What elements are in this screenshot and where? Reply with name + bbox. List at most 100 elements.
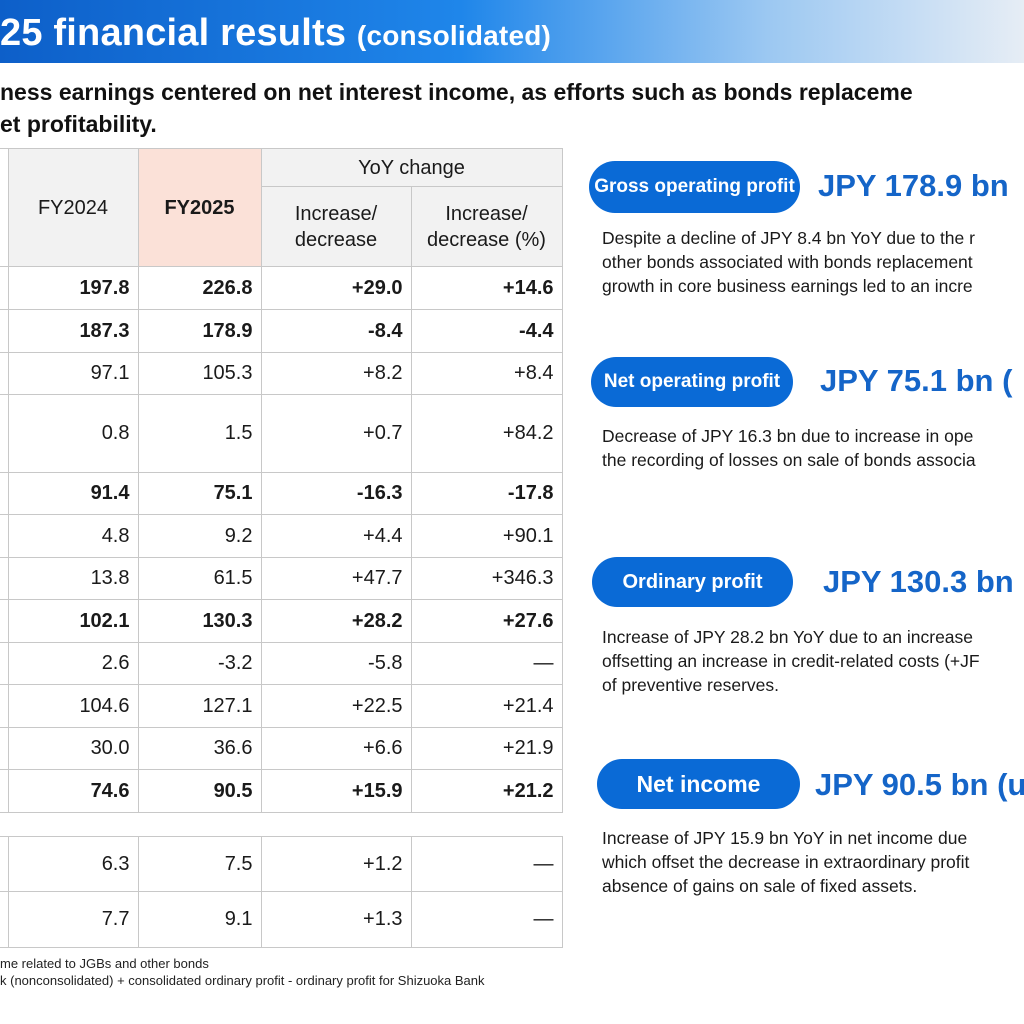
- cell-fy2025: 130.3: [137, 599, 262, 643]
- table-row: 7.7 9.1 +1.3 ―: [0, 891, 563, 948]
- header-increase-decrease-pct: Increase/ decrease (%): [410, 186, 563, 267]
- cell-fy2024: 4.8: [7, 514, 139, 558]
- cell-fy2025: 9.1: [137, 891, 262, 948]
- cell-pct: ―: [410, 642, 563, 685]
- cell-fy2025: 75.1: [137, 472, 262, 515]
- cell-fy2025: 178.9: [137, 309, 262, 353]
- cell-fy2025: 105.3: [137, 352, 262, 395]
- table-row: 0.8 1.5 +0.7 +84.2: [0, 394, 563, 473]
- badge-ordinary-profit: Ordinary profit: [592, 557, 793, 607]
- cell-pct: +21.2: [410, 769, 563, 813]
- table-row: 197.8 226.8 +29.0 +14.6: [0, 266, 563, 310]
- cell-change: -5.8: [260, 642, 412, 685]
- cell-change: +29.0: [260, 266, 412, 310]
- subtitle-line-1: ness earnings centered on net interest i…: [0, 79, 913, 105]
- page-title: 25 financial results (consolidated): [0, 12, 551, 55]
- desc-line: other bonds associated with bonds replac…: [602, 252, 973, 272]
- table-row: 30.0 36.6 +6.6 +21.9: [0, 727, 563, 770]
- cell-pct: -4.4: [410, 309, 563, 353]
- header-fy2025: FY2025: [137, 148, 262, 267]
- cell-fy2024: 74.6: [7, 769, 139, 813]
- table-row: 4.8 9.2 +4.4 +90.1: [0, 514, 563, 558]
- results-table: FY2024 FY2025 YoY change Increase/ decre…: [0, 148, 563, 813]
- badge-net-income: Net income: [597, 759, 800, 809]
- cell-change: +6.6: [260, 727, 412, 770]
- cell-fy2024: 13.8: [7, 557, 139, 600]
- desc-ordinary-profit: Increase of JPY 28.2 bn YoY due to an in…: [602, 625, 1024, 697]
- footnote-2: k (nonconsolidated) + consolidated ordin…: [0, 973, 485, 988]
- value-ordinary-profit: JPY 130.3 bn: [823, 564, 1014, 599]
- page-subtitle: ness earnings centered on net interest i…: [0, 76, 1024, 140]
- supplementary-table: 6.3 7.5 +1.2 ― 7.7 9.1 +1.3 ―: [0, 836, 563, 948]
- cell-fy2025: 36.6: [137, 727, 262, 770]
- table-row: 2.6 -3.2 -5.8 ―: [0, 642, 563, 685]
- header-increase-decrease: Increase/ decrease: [260, 186, 412, 267]
- cell-fy2024: 197.8: [7, 266, 139, 310]
- desc-line: growth in core business earnings led to …: [602, 276, 973, 296]
- desc-line: the recording of losses on sale of bonds…: [602, 450, 976, 470]
- cell-change: -8.4: [260, 309, 412, 353]
- cell-pct: +346.3: [410, 557, 563, 600]
- cell-fy2024: 91.4: [7, 472, 139, 515]
- desc-line: Increase of JPY 15.9 bn YoY in net incom…: [602, 828, 968, 848]
- value-net-income: JPY 90.5 bn (u: [815, 767, 1024, 802]
- cell-fy2024: 30.0: [7, 727, 139, 770]
- desc-line: Decrease of JPY 16.3 bn due to increase …: [602, 426, 974, 446]
- cell-pct: +27.6: [410, 599, 563, 643]
- cell-fy2024: 97.1: [7, 352, 139, 395]
- cell-fy2025: 9.2: [137, 514, 262, 558]
- cell-change: +1.3: [260, 891, 412, 948]
- desc-line: offsetting an increase in credit-related…: [602, 651, 980, 671]
- cell-change: -16.3: [260, 472, 412, 515]
- cell-fy2025: -3.2: [137, 642, 262, 685]
- cell-fy2024: 102.1: [7, 599, 139, 643]
- cell-fy2024: 187.3: [7, 309, 139, 353]
- table-row: 187.3 178.9 -8.4 -4.4: [0, 309, 563, 353]
- cell-pct: ―: [410, 836, 563, 892]
- desc-line: Increase of JPY 28.2 bn YoY due to an in…: [602, 627, 974, 647]
- cell-fy2025: 61.5: [137, 557, 262, 600]
- cell-fy2024: 6.3: [7, 836, 139, 892]
- cell-change: +4.4: [260, 514, 412, 558]
- footnote-1: me related to JGBs and other bonds: [0, 956, 209, 971]
- cell-pct: +14.6: [410, 266, 563, 310]
- badge-gross-operating-profit: Gross operating profit: [589, 161, 800, 213]
- cell-fy2025: 226.8: [137, 266, 262, 310]
- table-row: 13.8 61.5 +47.7 +346.3: [0, 557, 563, 600]
- title-bar: 25 financial results (consolidated): [0, 0, 1024, 63]
- cell-pct: +84.2: [410, 394, 563, 473]
- desc-net-operating-profit: Decrease of JPY 16.3 bn due to increase …: [602, 424, 1024, 472]
- desc-line: absence of gains on sale of fixed assets…: [602, 876, 918, 896]
- cell-fy2025: 90.5: [137, 769, 262, 813]
- cell-change: +1.2: [260, 836, 412, 892]
- cell-change: +28.2: [260, 599, 412, 643]
- header-pct-line-1: Increase/: [445, 202, 528, 225]
- header-fy2024: FY2024: [7, 148, 139, 267]
- cell-pct: +21.4: [410, 684, 563, 728]
- cell-change: +8.2: [260, 352, 412, 395]
- table-row: 97.1 105.3 +8.2 +8.4: [0, 352, 563, 395]
- page-title-main: 25 financial results: [0, 12, 347, 54]
- cell-fy2025: 127.1: [137, 684, 262, 728]
- cell-change: +0.7: [260, 394, 412, 473]
- value-net-operating-profit: JPY 75.1 bn (: [820, 363, 1013, 398]
- cell-pct: +8.4: [410, 352, 563, 395]
- desc-line: Despite a decline of JPY 8.4 bn YoY due …: [602, 228, 975, 248]
- header-pct-line-2: decrease (%): [427, 228, 546, 251]
- cell-pct: +21.9: [410, 727, 563, 770]
- label-header-cell: [0, 148, 9, 267]
- cell-fy2024: 2.6: [7, 642, 139, 685]
- header-inc-line-2: decrease: [294, 228, 378, 251]
- table-row: 102.1 130.3 +28.2 +27.6: [0, 599, 563, 643]
- desc-net-income: Increase of JPY 15.9 bn YoY in net incom…: [602, 826, 1024, 898]
- value-gross-operating-profit: JPY 178.9 bn: [818, 168, 1009, 203]
- cell-change: +15.9: [260, 769, 412, 813]
- desc-line: which offset the decrease in extraordina…: [602, 852, 970, 872]
- cell-fy2025: 7.5: [137, 836, 262, 892]
- cell-change: +47.7: [260, 557, 412, 600]
- cell-pct: -17.8: [410, 472, 563, 515]
- badge-net-operating-profit: Net operating profit: [591, 357, 793, 407]
- header-inc-line-1: Increase/: [294, 202, 378, 225]
- cell-pct: ―: [410, 891, 563, 948]
- table-row: 104.6 127.1 +22.5 +21.4: [0, 684, 563, 728]
